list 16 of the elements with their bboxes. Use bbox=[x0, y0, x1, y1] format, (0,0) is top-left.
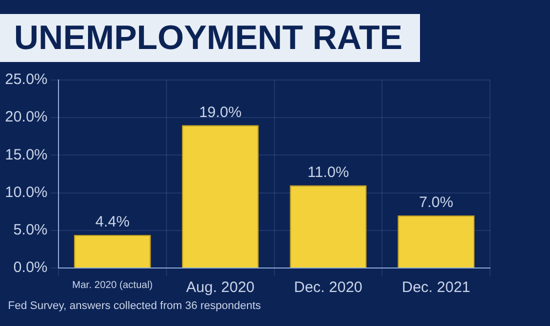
text: Fed Survey, answers collected from 36 respondents bbox=[8, 300, 261, 312]
data-label: 4.4% bbox=[95, 214, 130, 231]
y-tick-label: 10.0% bbox=[4, 184, 48, 201]
chart-title: UNEMPLOYMENT RATE bbox=[0, 14, 420, 62]
y-tick-label: 25.0% bbox=[4, 71, 48, 88]
data-label: 7.0% bbox=[418, 194, 454, 211]
x-tick-label: Dec. 2021 bbox=[402, 279, 470, 296]
x-tick-label: Dec. 2020 bbox=[294, 279, 362, 296]
y-tick-label: 15.0% bbox=[4, 146, 48, 164]
y-tick-label: 0.0% bbox=[13, 259, 48, 276]
data-label: 11.0% bbox=[307, 164, 349, 181]
y-tick-label: 20.0% bbox=[4, 108, 48, 126]
x-tick-label: Aug. 2020 bbox=[186, 279, 255, 296]
x-tick-label: Mar. 2020 (actual) bbox=[72, 280, 153, 291]
y-tick-label: 5.0% bbox=[13, 222, 48, 239]
data-label: 19.0% bbox=[199, 104, 242, 121]
